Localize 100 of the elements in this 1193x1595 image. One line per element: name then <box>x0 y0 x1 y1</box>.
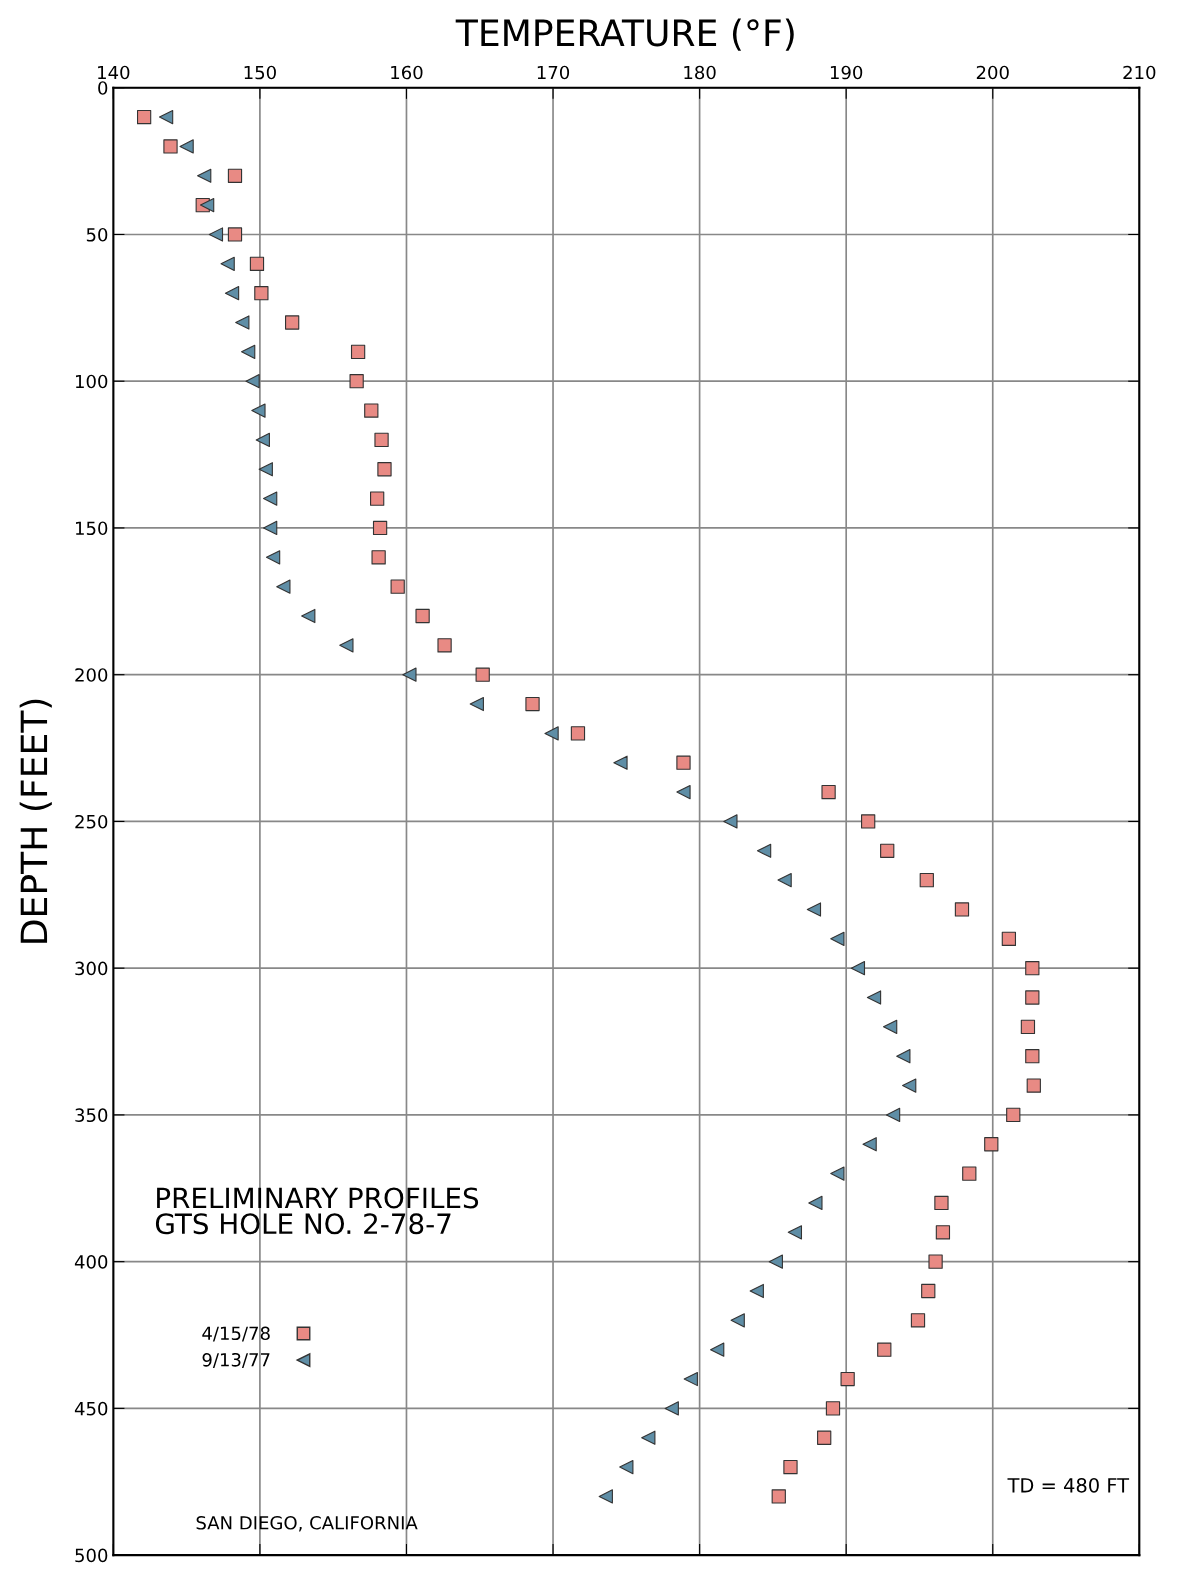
point <box>787 1225 803 1240</box>
point <box>224 286 240 301</box>
point <box>808 1195 823 1211</box>
point <box>880 843 895 858</box>
x-tick-label: 210 <box>1123 65 1156 80</box>
x-tick-label: 160 <box>391 65 423 80</box>
point <box>570 726 586 741</box>
y-tick-label: 450 <box>74 1401 108 1416</box>
point <box>241 344 256 360</box>
point <box>276 579 291 594</box>
x-tick-label: 170 <box>537 65 570 80</box>
point <box>258 462 273 477</box>
point <box>676 784 691 800</box>
point <box>641 1430 656 1445</box>
point <box>919 872 934 888</box>
annotation: SAN DIEGO, CALIFORNIA <box>196 1515 418 1532</box>
point <box>730 1313 745 1328</box>
point <box>962 1166 977 1181</box>
point <box>415 608 430 624</box>
point <box>598 1489 613 1504</box>
point <box>683 1371 698 1387</box>
point <box>371 550 386 565</box>
point <box>756 843 772 858</box>
y-tick-label: 350 <box>75 1108 108 1123</box>
point <box>902 1078 917 1093</box>
point <box>544 726 559 741</box>
point <box>245 374 260 389</box>
point <box>883 1019 898 1035</box>
point <box>263 491 278 506</box>
point <box>613 755 628 770</box>
point <box>676 755 691 770</box>
x-tick-label: 190 <box>830 65 863 80</box>
point <box>825 1401 841 1416</box>
y-tick-label: 150 <box>75 521 108 536</box>
point <box>163 139 178 154</box>
point <box>771 1489 786 1504</box>
y-tick-label: 400 <box>74 1255 108 1269</box>
point <box>910 1313 926 1328</box>
point <box>1006 1107 1021 1123</box>
point <box>301 608 316 624</box>
point <box>220 256 235 271</box>
legend-label: 4/15/78 <box>202 1326 270 1342</box>
point <box>390 579 405 594</box>
x-tick-label: 200 <box>976 65 1009 80</box>
legend-label: 9/13/77 <box>202 1352 270 1369</box>
point <box>285 315 300 330</box>
point <box>896 1049 911 1064</box>
point <box>263 520 278 536</box>
point <box>921 1283 936 1299</box>
point <box>255 432 270 448</box>
point <box>1025 990 1040 1005</box>
point <box>749 1283 764 1299</box>
point <box>840 1371 855 1387</box>
annotation: TD = 480 FT <box>1007 1477 1130 1493</box>
point <box>525 696 540 712</box>
point <box>806 902 822 917</box>
point <box>265 550 281 565</box>
point <box>227 227 243 242</box>
point <box>402 667 417 682</box>
point <box>349 374 364 389</box>
point <box>1025 1049 1040 1064</box>
x-tick-label: 150 <box>244 65 276 80</box>
point <box>254 286 269 301</box>
point <box>710 1342 725 1357</box>
point <box>227 168 243 183</box>
y-axis-title: DEPTH (FEET) <box>19 699 52 943</box>
point <box>935 1225 951 1240</box>
point <box>619 1459 634 1475</box>
point <box>862 1137 877 1152</box>
point <box>928 1254 943 1269</box>
point <box>850 961 866 976</box>
point <box>199 197 215 213</box>
annotation: PRELIMINARY PROFILES GTS HOLE NO. 2-78-7 <box>155 1187 479 1235</box>
y-tick-label: 50 <box>86 227 108 242</box>
point <box>877 1342 892 1357</box>
point <box>830 931 845 946</box>
x-tick-label: 180 <box>684 65 716 80</box>
point <box>861 814 876 829</box>
point <box>1020 1019 1036 1035</box>
point <box>377 462 392 477</box>
y-tick-label: 100 <box>75 374 108 389</box>
point <box>777 872 792 888</box>
point <box>370 491 385 506</box>
point <box>136 109 152 125</box>
y-tick-label: 0 <box>98 81 108 95</box>
x-axis-title: TEMPERATURE (°F) <box>455 18 794 51</box>
point <box>817 1430 832 1445</box>
point <box>821 784 836 800</box>
point <box>158 109 174 125</box>
point <box>723 814 738 829</box>
point <box>350 344 366 360</box>
point <box>179 139 194 154</box>
y-tick-label: 300 <box>75 961 108 976</box>
point <box>934 1195 949 1211</box>
y-tick-label: 500 <box>75 1548 108 1563</box>
point <box>1001 931 1017 946</box>
point <box>374 432 389 448</box>
point <box>1026 1078 1041 1093</box>
point <box>251 403 266 418</box>
point <box>249 256 265 271</box>
